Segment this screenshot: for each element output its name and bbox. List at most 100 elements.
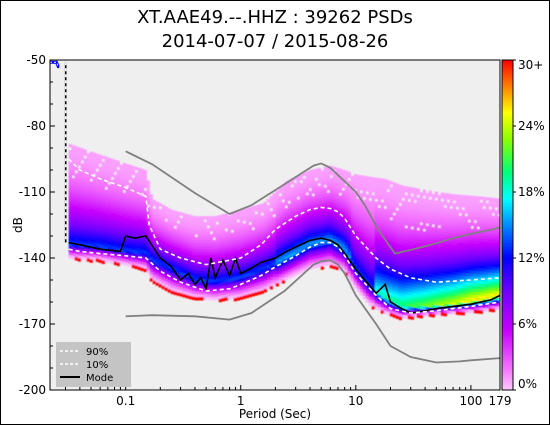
density-cell (332, 202, 336, 207)
density-cell (251, 260, 255, 264)
density-cell (176, 238, 180, 242)
density-cell (122, 213, 126, 218)
density-cell (389, 313, 393, 317)
density-cell (242, 211, 246, 215)
density-cell (158, 209, 162, 213)
density-cell (242, 256, 246, 260)
density-cell (218, 271, 222, 276)
density-cell (419, 273, 423, 277)
density-cell (320, 176, 324, 180)
density-cell (353, 237, 357, 241)
density-cell (224, 282, 228, 286)
density-cell (359, 265, 363, 269)
density-cell (371, 240, 375, 244)
density-cell (362, 238, 366, 243)
density-cell (338, 207, 342, 211)
density-cell (419, 207, 423, 211)
density-cell (332, 190, 336, 195)
density-cell (101, 188, 105, 192)
density-cell (71, 217, 75, 221)
density-cell (197, 243, 201, 247)
density-cell (233, 247, 237, 251)
density-cell (392, 290, 396, 294)
density-cell (305, 216, 309, 220)
density-cell (227, 245, 231, 249)
density-cell (470, 294, 474, 299)
density-cell (482, 211, 486, 216)
density-cell (389, 220, 393, 224)
density-cell (329, 201, 333, 206)
density-cell (242, 247, 246, 251)
density-cell (299, 195, 303, 199)
density-cell (311, 265, 315, 269)
density-cell (356, 249, 360, 254)
density-cell (428, 220, 432, 224)
density-cell (137, 257, 141, 262)
density-cell (155, 207, 159, 211)
density-cell (365, 203, 369, 207)
density-cell (269, 271, 273, 275)
density-cell (392, 209, 396, 213)
density-cell (71, 184, 75, 188)
density-cell (464, 297, 468, 301)
density-cell (140, 216, 144, 221)
density-cell (317, 189, 321, 193)
density-cell (95, 240, 99, 244)
density-cell (326, 235, 330, 239)
density-cell (122, 180, 126, 185)
density-cell (176, 235, 180, 239)
density-cell (479, 271, 483, 275)
density-cell (482, 304, 486, 309)
density-cell (386, 207, 390, 211)
density-cell (347, 219, 351, 224)
density-cell (284, 211, 288, 215)
density-cell (407, 291, 411, 296)
density-cell (446, 259, 450, 263)
density-cell (281, 238, 285, 242)
density-cell (335, 191, 339, 195)
density-cell (242, 244, 246, 248)
density-cell (413, 208, 417, 213)
density-cell (455, 245, 459, 249)
density-cell (380, 214, 384, 218)
density-cell (407, 222, 411, 227)
density-cell (380, 187, 384, 191)
density-cell (305, 198, 309, 202)
density-cell (473, 274, 477, 278)
density-cell (86, 156, 90, 160)
density-cell (404, 306, 408, 310)
density-cell (419, 270, 423, 274)
density-cell (431, 266, 435, 270)
density-cell (221, 268, 225, 272)
density-cell (209, 270, 213, 274)
density-cell (284, 214, 288, 218)
density-cell (437, 228, 441, 232)
density-cell (242, 259, 246, 263)
density-cell (110, 182, 114, 187)
density-cell (422, 285, 426, 289)
density-cell (260, 206, 264, 210)
density-cell (347, 237, 351, 242)
density-cell (488, 233, 492, 237)
density-cell (407, 231, 411, 236)
density-cell (365, 278, 369, 282)
density-cell (467, 300, 471, 304)
density-cell (128, 188, 132, 193)
density-cell (236, 288, 240, 292)
density-cell (146, 219, 150, 223)
density-cell (137, 230, 141, 235)
density-cell (368, 272, 372, 277)
density-cell (335, 176, 339, 180)
density-cell (242, 289, 246, 293)
density-cell (410, 205, 414, 209)
density-cell (308, 179, 312, 183)
density-cell (107, 190, 111, 194)
density-cell (374, 282, 378, 286)
density-cell (212, 297, 216, 301)
density-cell (269, 196, 273, 200)
density-cell (98, 220, 102, 224)
density-cell (170, 212, 174, 217)
density-cell (266, 283, 270, 287)
density-cell (356, 264, 360, 269)
density-cell (374, 243, 378, 247)
